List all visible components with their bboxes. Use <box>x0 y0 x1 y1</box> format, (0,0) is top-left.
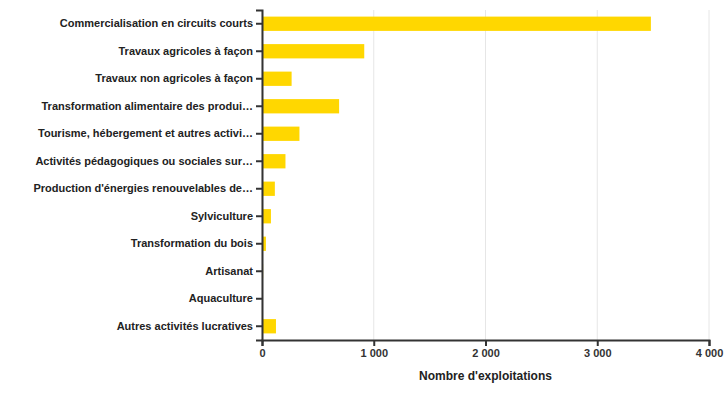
tick: Artisanat <box>205 265 262 277</box>
category-label: Travaux non agricoles à façon <box>95 72 253 84</box>
tick-mark <box>256 78 262 80</box>
category-label: Autres activités lucratives <box>117 320 253 332</box>
grid-line <box>373 10 374 340</box>
tick: Activités pédagogiques ou sociales sur… <box>35 155 262 167</box>
tick-mark <box>597 340 599 346</box>
bar <box>262 99 339 113</box>
tick-mark <box>373 340 375 346</box>
x-axis-title: Nombre d'exploitations <box>419 369 552 383</box>
x-axis: 0 1 000 2 000 3 000 4 000 <box>259 340 723 359</box>
tick: Transformation du bois <box>131 237 262 249</box>
tick-label: 4 000 <box>696 347 724 359</box>
tick-label: 2 000 <box>472 347 500 359</box>
tick: 3 000 <box>584 340 612 359</box>
tick: Aquaculture <box>189 292 262 304</box>
category-label: Aquaculture <box>189 292 253 304</box>
bar <box>262 72 292 86</box>
tick-mark <box>256 325 262 327</box>
bar <box>262 44 364 58</box>
bar <box>262 319 276 333</box>
tick-mark <box>256 243 262 245</box>
tick-mark <box>256 50 262 52</box>
tick-mark <box>256 270 262 272</box>
tick: 0 <box>259 340 265 359</box>
grid-line <box>597 10 598 340</box>
tick: Travaux agricoles à façon <box>118 45 262 57</box>
plot: 0 1 000 2 000 3 000 4 000 Commercialisation e… <box>33 10 723 359</box>
tick-label: 0 <box>259 347 265 359</box>
tick-mark <box>709 340 711 346</box>
tick-mark <box>256 298 262 300</box>
category-label: Artisanat <box>205 265 253 277</box>
tick: Travaux non agricoles à façon <box>95 72 262 84</box>
tick: Transformation alimentaire des produi… <box>42 100 263 112</box>
category-label: Commercialisation en circuits courts <box>60 17 253 29</box>
category-label: Activités pédagogiques ou sociales sur… <box>35 155 253 167</box>
category-label: Transformation alimentaire des produi… <box>42 100 254 112</box>
tick: 1 000 <box>360 340 388 359</box>
bar <box>262 17 651 31</box>
tick: Autres activités lucratives <box>117 320 262 332</box>
category-label: Tourisme, hébergement et autres activi… <box>38 127 253 139</box>
category-label: Production d'énergies renouvelables de… <box>33 182 253 194</box>
bar <box>262 127 299 141</box>
tick-label: 1 000 <box>360 347 388 359</box>
axis-line <box>263 341 710 347</box>
category-label: Sylviculture <box>191 210 253 222</box>
tick: Commercialisation en circuits courts <box>60 17 262 29</box>
tick-mark <box>256 160 262 162</box>
bar <box>262 182 275 196</box>
tick: Tourisme, hébergement et autres activi… <box>38 127 262 139</box>
category-label: Travaux agricoles à façon <box>118 45 253 57</box>
tick-mark <box>256 133 262 135</box>
tick: 4 000 <box>696 340 724 359</box>
chart: 0 1 000 2 000 3 000 4 000 Commercialisation e… <box>0 0 725 400</box>
axis-line <box>256 11 263 341</box>
tick-mark <box>256 215 262 217</box>
tick-mark <box>256 188 262 190</box>
tick-mark <box>256 23 262 25</box>
category-label: Transformation du bois <box>131 237 253 249</box>
tick: Production d'énergies renouvelables de… <box>33 182 262 194</box>
grid-line <box>485 10 486 340</box>
bars <box>262 17 651 334</box>
tick-label: 3 000 <box>584 347 612 359</box>
grid-line <box>709 10 710 340</box>
tick: Sylviculture <box>191 210 262 222</box>
bar <box>262 154 285 168</box>
grid <box>262 10 709 340</box>
tick-mark <box>485 340 487 346</box>
tick: 2 000 <box>472 340 500 359</box>
y-axis: Commercialisation en circuits courts Trav… <box>33 11 262 341</box>
tick-mark <box>256 105 262 107</box>
